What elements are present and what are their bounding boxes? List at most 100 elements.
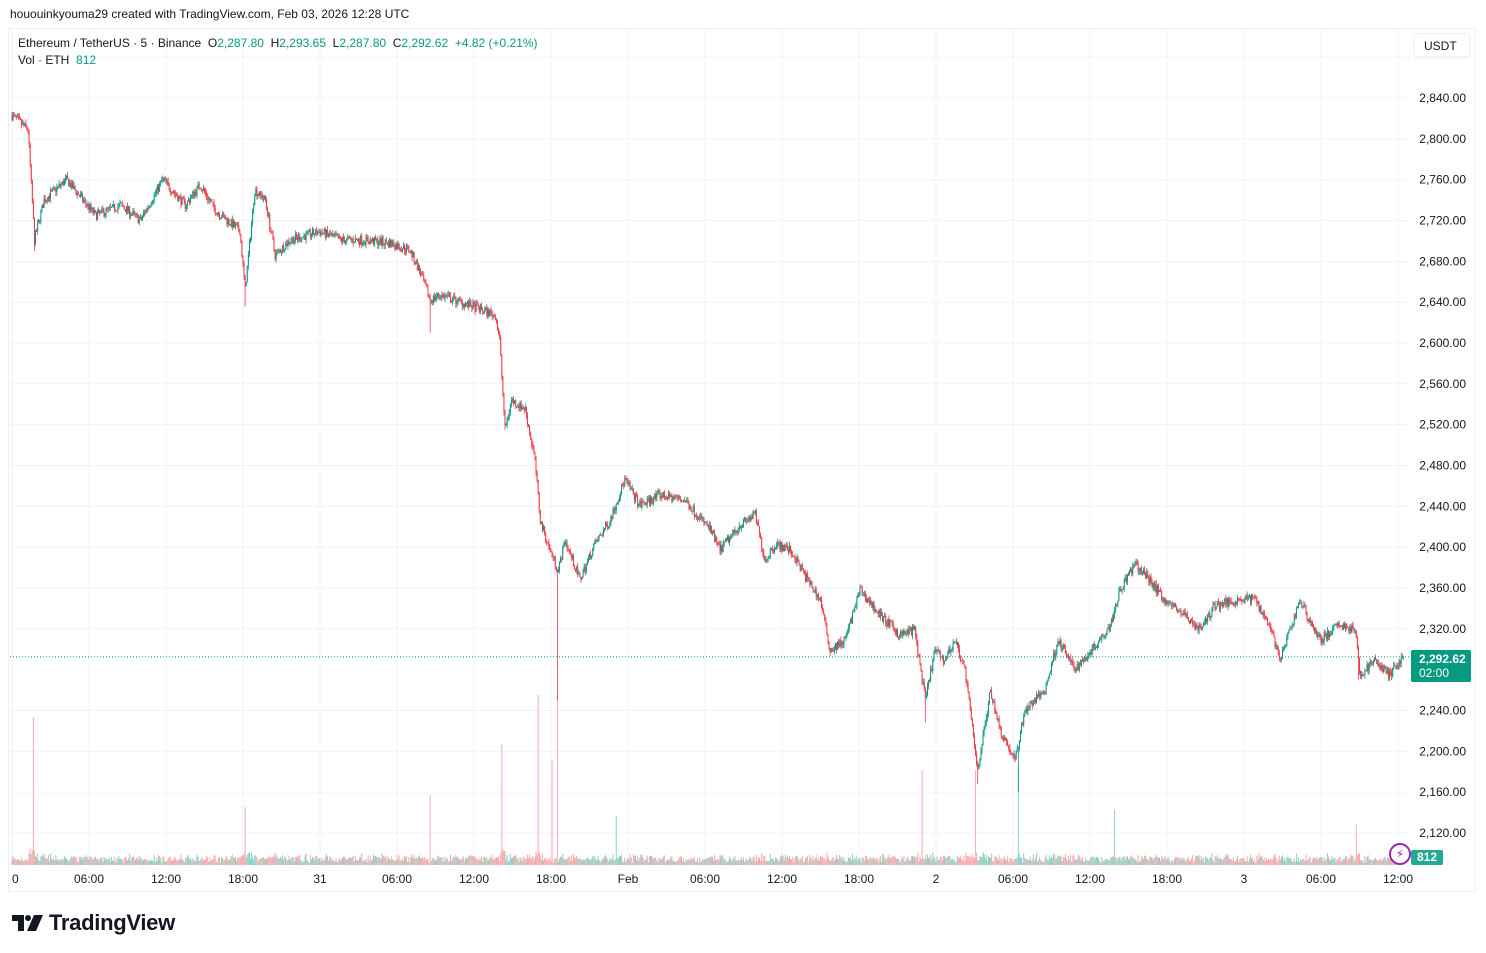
volume-bar xyxy=(216,862,218,865)
lightning-icon[interactable]: ⚡ xyxy=(1389,843,1411,865)
volume-bar xyxy=(1330,860,1332,865)
candle-body xyxy=(1210,616,1212,619)
volume-bar xyxy=(160,857,162,865)
candle-body xyxy=(1395,665,1397,669)
candle-body xyxy=(832,650,834,652)
candle-body xyxy=(689,507,691,510)
volume-bar xyxy=(898,858,900,865)
volume-bar xyxy=(799,857,801,865)
candle-body xyxy=(1169,601,1171,604)
volume-bar xyxy=(204,859,205,865)
candle-body xyxy=(737,530,739,533)
volume-bar xyxy=(584,859,586,865)
volume-bar xyxy=(163,856,165,865)
candle-body xyxy=(430,300,432,302)
candle-body xyxy=(473,302,475,304)
volume-bar xyxy=(1199,859,1201,865)
volume-bar xyxy=(936,856,938,865)
candle-body xyxy=(51,190,53,192)
candle-body xyxy=(1001,736,1003,738)
candle-body xyxy=(33,218,35,244)
candle-body xyxy=(1329,634,1331,638)
volume-bar xyxy=(223,860,225,865)
volume-bar xyxy=(1228,858,1230,865)
volume-label[interactable]: Vol · ETH xyxy=(18,53,70,67)
candle-body xyxy=(1226,598,1228,605)
candle-body xyxy=(1232,603,1234,605)
candle-body xyxy=(1146,572,1148,579)
volume-bar xyxy=(952,859,954,865)
candle-body xyxy=(906,629,908,633)
volume-bar xyxy=(42,856,44,865)
volume-bar xyxy=(1276,861,1278,865)
candle-body xyxy=(254,194,256,206)
candle-body xyxy=(184,200,186,209)
candle-body xyxy=(1377,663,1379,664)
symbol-title[interactable]: Ethereum / TetherUS · 5 · Binance xyxy=(18,36,202,50)
candle-body xyxy=(1259,606,1261,611)
volume-bar xyxy=(13,858,15,865)
volume-bar xyxy=(387,856,389,865)
volume-bar xyxy=(367,855,369,865)
candle-body xyxy=(214,208,216,215)
candle-body xyxy=(134,212,136,215)
candle-body xyxy=(1057,641,1059,646)
candle-body xyxy=(1196,625,1198,628)
volume-bar xyxy=(1304,861,1306,865)
volume-bar xyxy=(59,858,61,865)
volume-bar xyxy=(711,857,713,865)
volume-bar xyxy=(1214,855,1216,865)
volume-bar xyxy=(165,861,167,865)
candle-body xyxy=(1255,597,1257,599)
volume-bar xyxy=(281,858,282,865)
volume-bar xyxy=(955,860,957,865)
volume-bar xyxy=(751,861,753,865)
volume-bar xyxy=(44,857,46,865)
volume-bar xyxy=(499,861,501,865)
volume-bar xyxy=(305,853,307,865)
volume-bar xyxy=(449,854,451,865)
candle-body xyxy=(1301,602,1303,607)
volume-bar xyxy=(623,861,625,865)
candle-body xyxy=(870,600,872,605)
candle-body xyxy=(385,239,387,243)
volume-bar xyxy=(402,860,404,865)
candle-body xyxy=(907,629,909,635)
volume-bar xyxy=(1142,859,1144,865)
volume-bar xyxy=(1039,856,1041,865)
currency-button[interactable]: USDT xyxy=(1414,33,1470,57)
candle-body xyxy=(730,535,732,538)
candle-body xyxy=(590,553,592,559)
candle-body xyxy=(302,236,304,238)
volume-bar xyxy=(210,861,212,865)
volume-bar xyxy=(818,860,820,865)
candle-body xyxy=(1215,606,1217,610)
candle-body xyxy=(1257,601,1259,604)
candle-body xyxy=(1296,606,1298,609)
candle-body xyxy=(1033,699,1035,701)
volume-bar xyxy=(597,856,599,865)
candle-body xyxy=(1214,604,1216,610)
candle-body xyxy=(587,557,589,561)
candle-body xyxy=(1104,636,1106,638)
candle-body xyxy=(266,199,268,208)
candle-body xyxy=(1337,623,1339,628)
volume-bar xyxy=(1197,856,1199,865)
volume-bar xyxy=(812,856,814,865)
time-tick-label: 12:00 xyxy=(151,872,181,886)
candle-body xyxy=(1088,654,1090,656)
candle-body xyxy=(382,237,384,244)
volume-bar xyxy=(491,855,493,865)
candle-body xyxy=(580,577,582,580)
volume-bar xyxy=(95,859,97,865)
candle-body xyxy=(615,504,617,511)
volume-bar xyxy=(504,851,506,865)
candle-body xyxy=(170,192,172,194)
volume-bar xyxy=(451,861,453,865)
candle-body xyxy=(1163,598,1165,602)
volume-bar xyxy=(993,861,995,865)
volume-bar xyxy=(699,857,701,865)
candle-body xyxy=(528,424,530,427)
volume-bar xyxy=(464,857,466,865)
